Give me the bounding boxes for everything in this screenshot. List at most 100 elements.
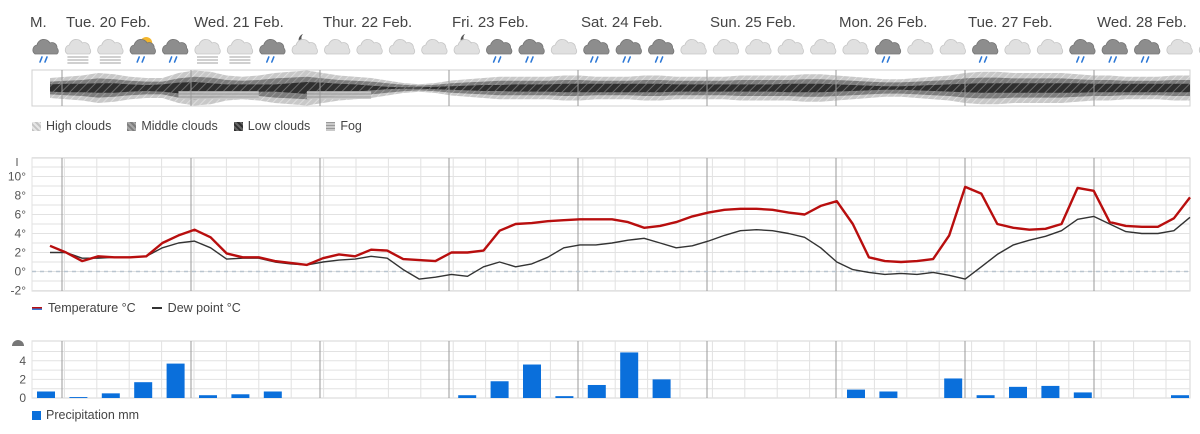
legend-temperature[interactable]: Temperature °C — [32, 301, 136, 315]
y-tick-label: 2° — [15, 246, 27, 260]
day-label: Thur. 22 Feb. — [323, 14, 412, 31]
day-label: Fri. 23 Feb. — [452, 14, 529, 31]
rain-cloud-icon — [615, 39, 642, 63]
legend-label: Temperature °C — [48, 301, 136, 315]
cloud-shape — [97, 39, 124, 55]
cloud-icon — [324, 39, 351, 55]
precip-bar[interactable] — [620, 352, 639, 398]
sun-cloud-rain-icon — [129, 37, 156, 63]
cloud-icon — [550, 39, 578, 55]
high-clouds-swatch — [32, 121, 41, 131]
legend-label: Fog — [340, 119, 362, 133]
precip-bar[interactable] — [523, 364, 541, 398]
cloud-icon — [388, 39, 416, 55]
cloud-shape — [388, 39, 416, 55]
cloud-icon — [421, 39, 448, 55]
precip-bar[interactable] — [1171, 395, 1189, 398]
cloud-icon — [680, 39, 707, 55]
day-label: Tue. 20 Feb. — [66, 14, 151, 31]
rain-drop — [168, 56, 173, 63]
precip-bar[interactable] — [69, 397, 88, 398]
night-cloud-icon — [453, 34, 480, 55]
precip-bar[interactable] — [490, 381, 509, 398]
precip-bar[interactable] — [263, 391, 282, 398]
low-clouds-swatch — [233, 121, 243, 131]
precip-bar[interactable] — [199, 395, 217, 398]
cloud-shape — [777, 39, 804, 55]
rain-drop — [659, 56, 664, 63]
precip-bar[interactable] — [231, 394, 250, 398]
legend-label: Middle clouds — [141, 119, 218, 133]
cloud-shape — [1134, 39, 1161, 55]
cloud-shape — [939, 39, 966, 55]
precip-bar[interactable] — [652, 379, 671, 398]
rain-drop — [983, 56, 988, 63]
precip-bar[interactable] — [847, 389, 865, 398]
temperature-legend: Temperature °C Dew point °C — [32, 301, 257, 315]
y-tick-label: 8° — [15, 189, 27, 203]
rain-drop — [881, 56, 886, 63]
cloud-shape — [356, 39, 383, 55]
cloud-shape — [453, 39, 480, 55]
legend-fog[interactable]: Fog — [326, 119, 362, 133]
weather-icon-row — [32, 34, 1200, 64]
legend-precipitation[interactable]: Precipitation mm — [32, 408, 139, 422]
day-label: Tue. 27 Feb. — [968, 14, 1053, 31]
cloud-icon — [907, 39, 934, 55]
cloud-shape — [64, 39, 92, 55]
legend-middle-clouds[interactable]: Middle clouds — [127, 119, 218, 133]
day-label: Wed. 21 Feb. — [194, 14, 284, 31]
middle-clouds-swatch — [127, 121, 137, 131]
cloud-shape — [259, 39, 286, 55]
rain-drop — [136, 56, 140, 63]
rain-drop — [497, 56, 502, 63]
temperature-chart: 10° 8° 6° 4° 2° 0° -2° — [8, 157, 1191, 298]
precip-bar[interactable] — [101, 393, 120, 398]
precip-bar[interactable] — [1073, 392, 1092, 398]
precip-bar[interactable] — [879, 391, 898, 398]
precip-bar[interactable] — [1041, 385, 1060, 398]
precip-bar[interactable] — [166, 363, 185, 398]
rain-drop — [627, 56, 632, 63]
rain-cloud-icon — [972, 39, 999, 63]
cloud-shape — [32, 39, 59, 55]
y-tick-label: 6° — [15, 208, 27, 222]
cloud-icon — [1036, 39, 1064, 55]
cloud-shape — [129, 39, 156, 55]
precip-bar[interactable] — [1009, 386, 1027, 398]
precip-bar[interactable] — [37, 391, 55, 398]
y-tick-label: 0° — [15, 265, 27, 279]
rain-drop — [1140, 56, 1145, 63]
rain-drop — [1076, 56, 1080, 63]
cloud-shape — [907, 39, 934, 55]
cloud-icon — [842, 39, 869, 55]
precip-bar[interactable] — [976, 395, 995, 398]
legend-dew-point[interactable]: Dew point °C — [151, 301, 241, 315]
precip-bar[interactable] — [458, 395, 477, 398]
precipitation-swatch — [32, 410, 41, 420]
dew-point-swatch — [151, 307, 162, 309]
rain-drop — [886, 56, 891, 63]
cloud-shape — [291, 39, 318, 55]
cloud-shape — [162, 39, 189, 55]
precip-bar[interactable] — [134, 382, 153, 398]
cloud-shape — [874, 39, 902, 55]
legend-high-clouds[interactable]: High clouds — [32, 119, 111, 133]
rain-drop — [589, 56, 594, 63]
y-tick-label: 0 — [19, 391, 26, 405]
umbrella-icon — [12, 340, 24, 346]
rain-cloud-icon — [583, 39, 610, 63]
legend-low-clouds[interactable]: Low clouds — [233, 119, 310, 133]
rain-drop — [1113, 56, 1117, 63]
precip-bar[interactable] — [555, 396, 574, 398]
precip-bar[interactable] — [587, 384, 606, 398]
cloud-icon — [810, 39, 837, 55]
y-tick-label: 10° — [8, 170, 26, 184]
rain-drop — [978, 56, 983, 63]
cloud-shape — [972, 39, 999, 55]
rain-drop — [654, 56, 659, 63]
rain-drop — [525, 56, 529, 63]
rain-drop — [265, 56, 270, 63]
precip-bar[interactable] — [944, 378, 963, 398]
